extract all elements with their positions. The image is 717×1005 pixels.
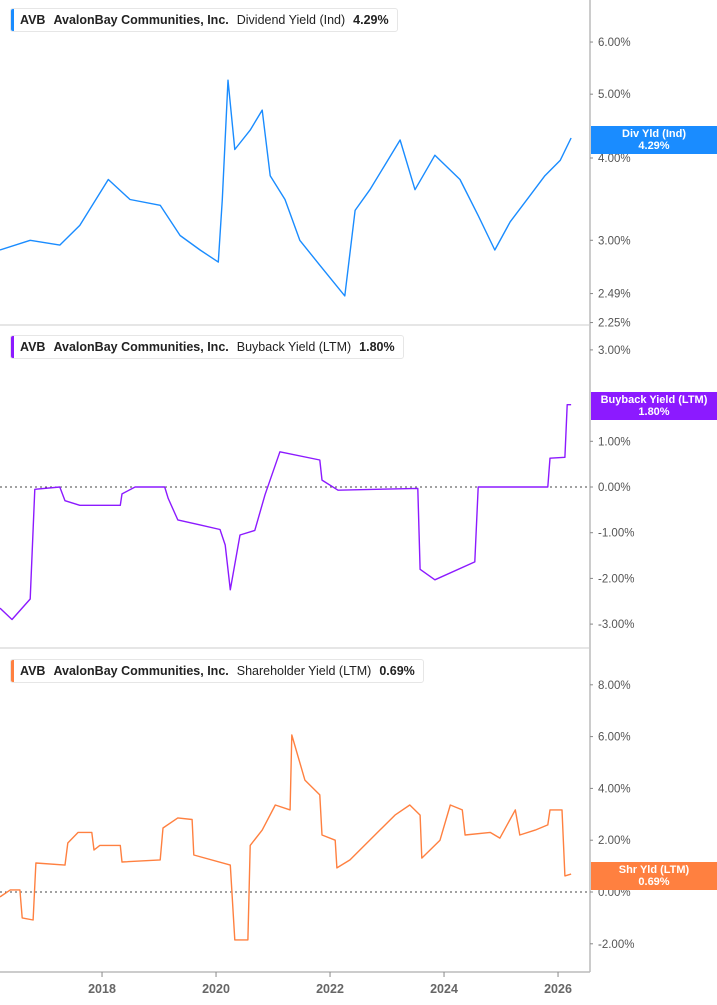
current-value-tag-shareholder: Shr Yld (LTM) 0.69% xyxy=(591,862,717,890)
y-tick-label: -2.00% xyxy=(598,939,634,951)
y-tick-label: 2.00% xyxy=(598,835,631,847)
tag-label: Div Yld (Ind) xyxy=(622,128,686,140)
legend-value: 0.69% xyxy=(379,664,415,678)
legend-value: 4.29% xyxy=(353,13,389,27)
y-tick-label: 3.00% xyxy=(598,235,631,247)
legend-color-bar xyxy=(11,660,14,682)
y-tick-label: 0.00% xyxy=(598,887,631,899)
series-line-0 xyxy=(0,79,572,297)
y-tick-label: 0.00% xyxy=(598,482,631,494)
legend-shareholder-yield: AVB AvalonBay Communities, Inc. Sharehol… xyxy=(10,659,424,683)
legend-metric: Dividend Yield (Ind) xyxy=(236,13,346,27)
x-tick-label: 2020 xyxy=(202,982,230,996)
y-tick-label: 6.00% xyxy=(598,37,631,49)
y-tick-label: 3.00% xyxy=(598,345,631,357)
tag-label: Shr Yld (LTM) xyxy=(618,864,690,876)
x-tick-label: 2022 xyxy=(316,982,344,996)
y-tick-label: 2.25% xyxy=(598,318,631,330)
legend-metric: Buyback Yield (LTM) xyxy=(236,340,352,354)
legend-ticker: AVB xyxy=(20,664,46,678)
y-tick-label: 4.00% xyxy=(598,783,631,795)
y-tick-label: 4.00% xyxy=(598,153,631,165)
series-line-2 xyxy=(0,734,572,941)
current-value-tag-buyback: Buyback Yield (LTM) 1.80% xyxy=(591,392,717,420)
y-tick-label: -2.00% xyxy=(598,573,634,585)
tag-value: 4.29% xyxy=(638,140,670,152)
legend-color-bar xyxy=(11,9,14,31)
legend-color-bar xyxy=(11,336,14,358)
legend-company: AvalonBay Communities, Inc. xyxy=(53,340,229,354)
legend-buyback-yield: AVB AvalonBay Communities, Inc. Buyback … xyxy=(10,335,404,359)
legend-value: 1.80% xyxy=(359,340,395,354)
current-value-tag-dividend: Div Yld (Ind) 4.29% xyxy=(591,126,717,154)
y-tick-label: 8.00% xyxy=(598,680,631,692)
legend-company: AvalonBay Communities, Inc. xyxy=(53,664,229,678)
x-tick-label: 2026 xyxy=(544,982,572,996)
legend-ticker: AVB xyxy=(20,340,46,354)
y-tick-label: 6.00% xyxy=(598,732,631,744)
tag-label: Buyback Yield (LTM) xyxy=(600,394,708,406)
series-line-1 xyxy=(0,404,572,621)
y-tick-label: -3.00% xyxy=(598,619,634,631)
tag-value: 0.69% xyxy=(638,876,670,888)
y-tick-label: 1.00% xyxy=(598,436,631,448)
y-tick-label: 5.00% xyxy=(598,89,631,101)
y-tick-label: -1.00% xyxy=(598,528,634,540)
legend-dividend-yield: AVB AvalonBay Communities, Inc. Dividend… xyxy=(10,8,398,32)
tag-value: 1.80% xyxy=(638,406,670,418)
x-tick-label: 2018 xyxy=(88,982,116,996)
y-tick-label: 2.49% xyxy=(598,289,631,301)
x-tick-label: 2024 xyxy=(430,982,458,996)
legend-metric: Shareholder Yield (LTM) xyxy=(236,664,372,678)
legend-company: AvalonBay Communities, Inc. xyxy=(53,13,229,27)
legend-ticker: AVB xyxy=(20,13,46,27)
